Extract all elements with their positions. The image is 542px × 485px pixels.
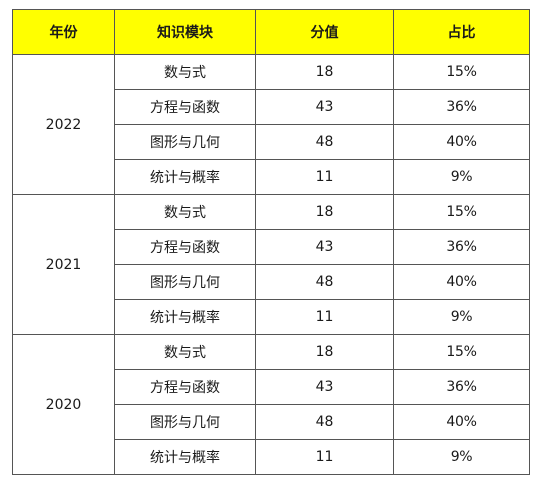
header-year: 年份 [12, 9, 115, 55]
score-cell: 48 [255, 124, 394, 160]
ratio-cell: 36% [393, 369, 530, 405]
ratio-cell: 9% [393, 439, 530, 475]
ratio-cell: 15% [393, 54, 530, 90]
score-cell: 11 [255, 439, 394, 475]
header-module: 知识模块 [114, 9, 256, 55]
score-distribution-table: 年份 知识模块 分值 占比 2022 数与式 18 15% 方程与函数 43 3… [12, 9, 530, 475]
table-row: 2020 数与式 18 15% [12, 334, 530, 475]
ratio-cell: 9% [393, 299, 530, 335]
module-cell: 图形与几何 [114, 124, 256, 160]
ratio-cell: 40% [393, 264, 530, 300]
score-cell: 18 [255, 54, 394, 90]
score-cell: 18 [255, 194, 394, 230]
year-cell: 2021 [12, 194, 115, 335]
header-score: 分值 [255, 9, 394, 55]
table-row: 统计与概率 11 9% [13, 439, 530, 475]
ratio-cell: 40% [393, 404, 530, 440]
module-cell: 数与式 [114, 54, 256, 90]
module-cell: 统计与概率 [114, 299, 256, 335]
score-cell: 48 [255, 264, 394, 300]
table-row: 方程与函数 43 36% [13, 369, 530, 405]
score-cell: 43 [255, 89, 394, 125]
ratio-cell: 36% [393, 229, 530, 265]
table-row: 统计与概率 11 9% [13, 159, 530, 195]
ratio-cell: 15% [393, 194, 530, 230]
ratio-cell: 15% [393, 334, 530, 370]
ratio-cell: 40% [393, 124, 530, 160]
module-cell: 方程与函数 [114, 89, 256, 125]
module-cell: 数与式 [114, 334, 256, 370]
ratio-cell: 9% [393, 159, 530, 195]
module-cell: 统计与概率 [114, 439, 256, 475]
year-cell: 2022 [12, 54, 115, 195]
header-ratio: 占比 [393, 9, 530, 55]
score-cell: 48 [255, 404, 394, 440]
module-cell: 图形与几何 [114, 264, 256, 300]
module-cell: 统计与概率 [114, 159, 256, 195]
score-cell: 18 [255, 334, 394, 370]
module-cell: 方程与函数 [114, 369, 256, 405]
module-cell: 方程与函数 [114, 229, 256, 265]
table-row: 2022 数与式 18 15% [12, 54, 530, 195]
table-row: 方程与函数 43 36% [13, 89, 530, 125]
table-row: 方程与函数 43 36% [13, 229, 530, 265]
module-cell: 数与式 [114, 194, 256, 230]
score-cell: 43 [255, 369, 394, 405]
table-row: 2021 数与式 18 15% [12, 194, 530, 335]
ratio-cell: 36% [393, 89, 530, 125]
score-cell: 43 [255, 229, 394, 265]
table-header-row: 年份 知识模块 分值 占比 [12, 9, 530, 55]
year-cell: 2020 [12, 334, 115, 475]
module-cell: 图形与几何 [114, 404, 256, 440]
table-row: 统计与概率 11 9% [13, 299, 530, 335]
score-cell: 11 [255, 299, 394, 335]
table-row: 图形与几何 48 40% [13, 124, 530, 160]
table-row: 图形与几何 48 40% [13, 264, 530, 300]
score-cell: 11 [255, 159, 394, 195]
table-row: 图形与几何 48 40% [13, 404, 530, 440]
